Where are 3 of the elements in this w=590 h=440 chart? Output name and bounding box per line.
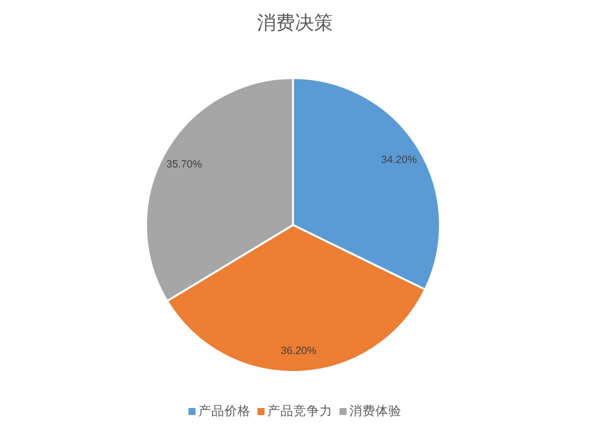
title: 消费决策 (257, 13, 333, 34)
legend-label: 产品价格 (198, 404, 250, 418)
legend-label: 消费体验 (350, 404, 402, 418)
